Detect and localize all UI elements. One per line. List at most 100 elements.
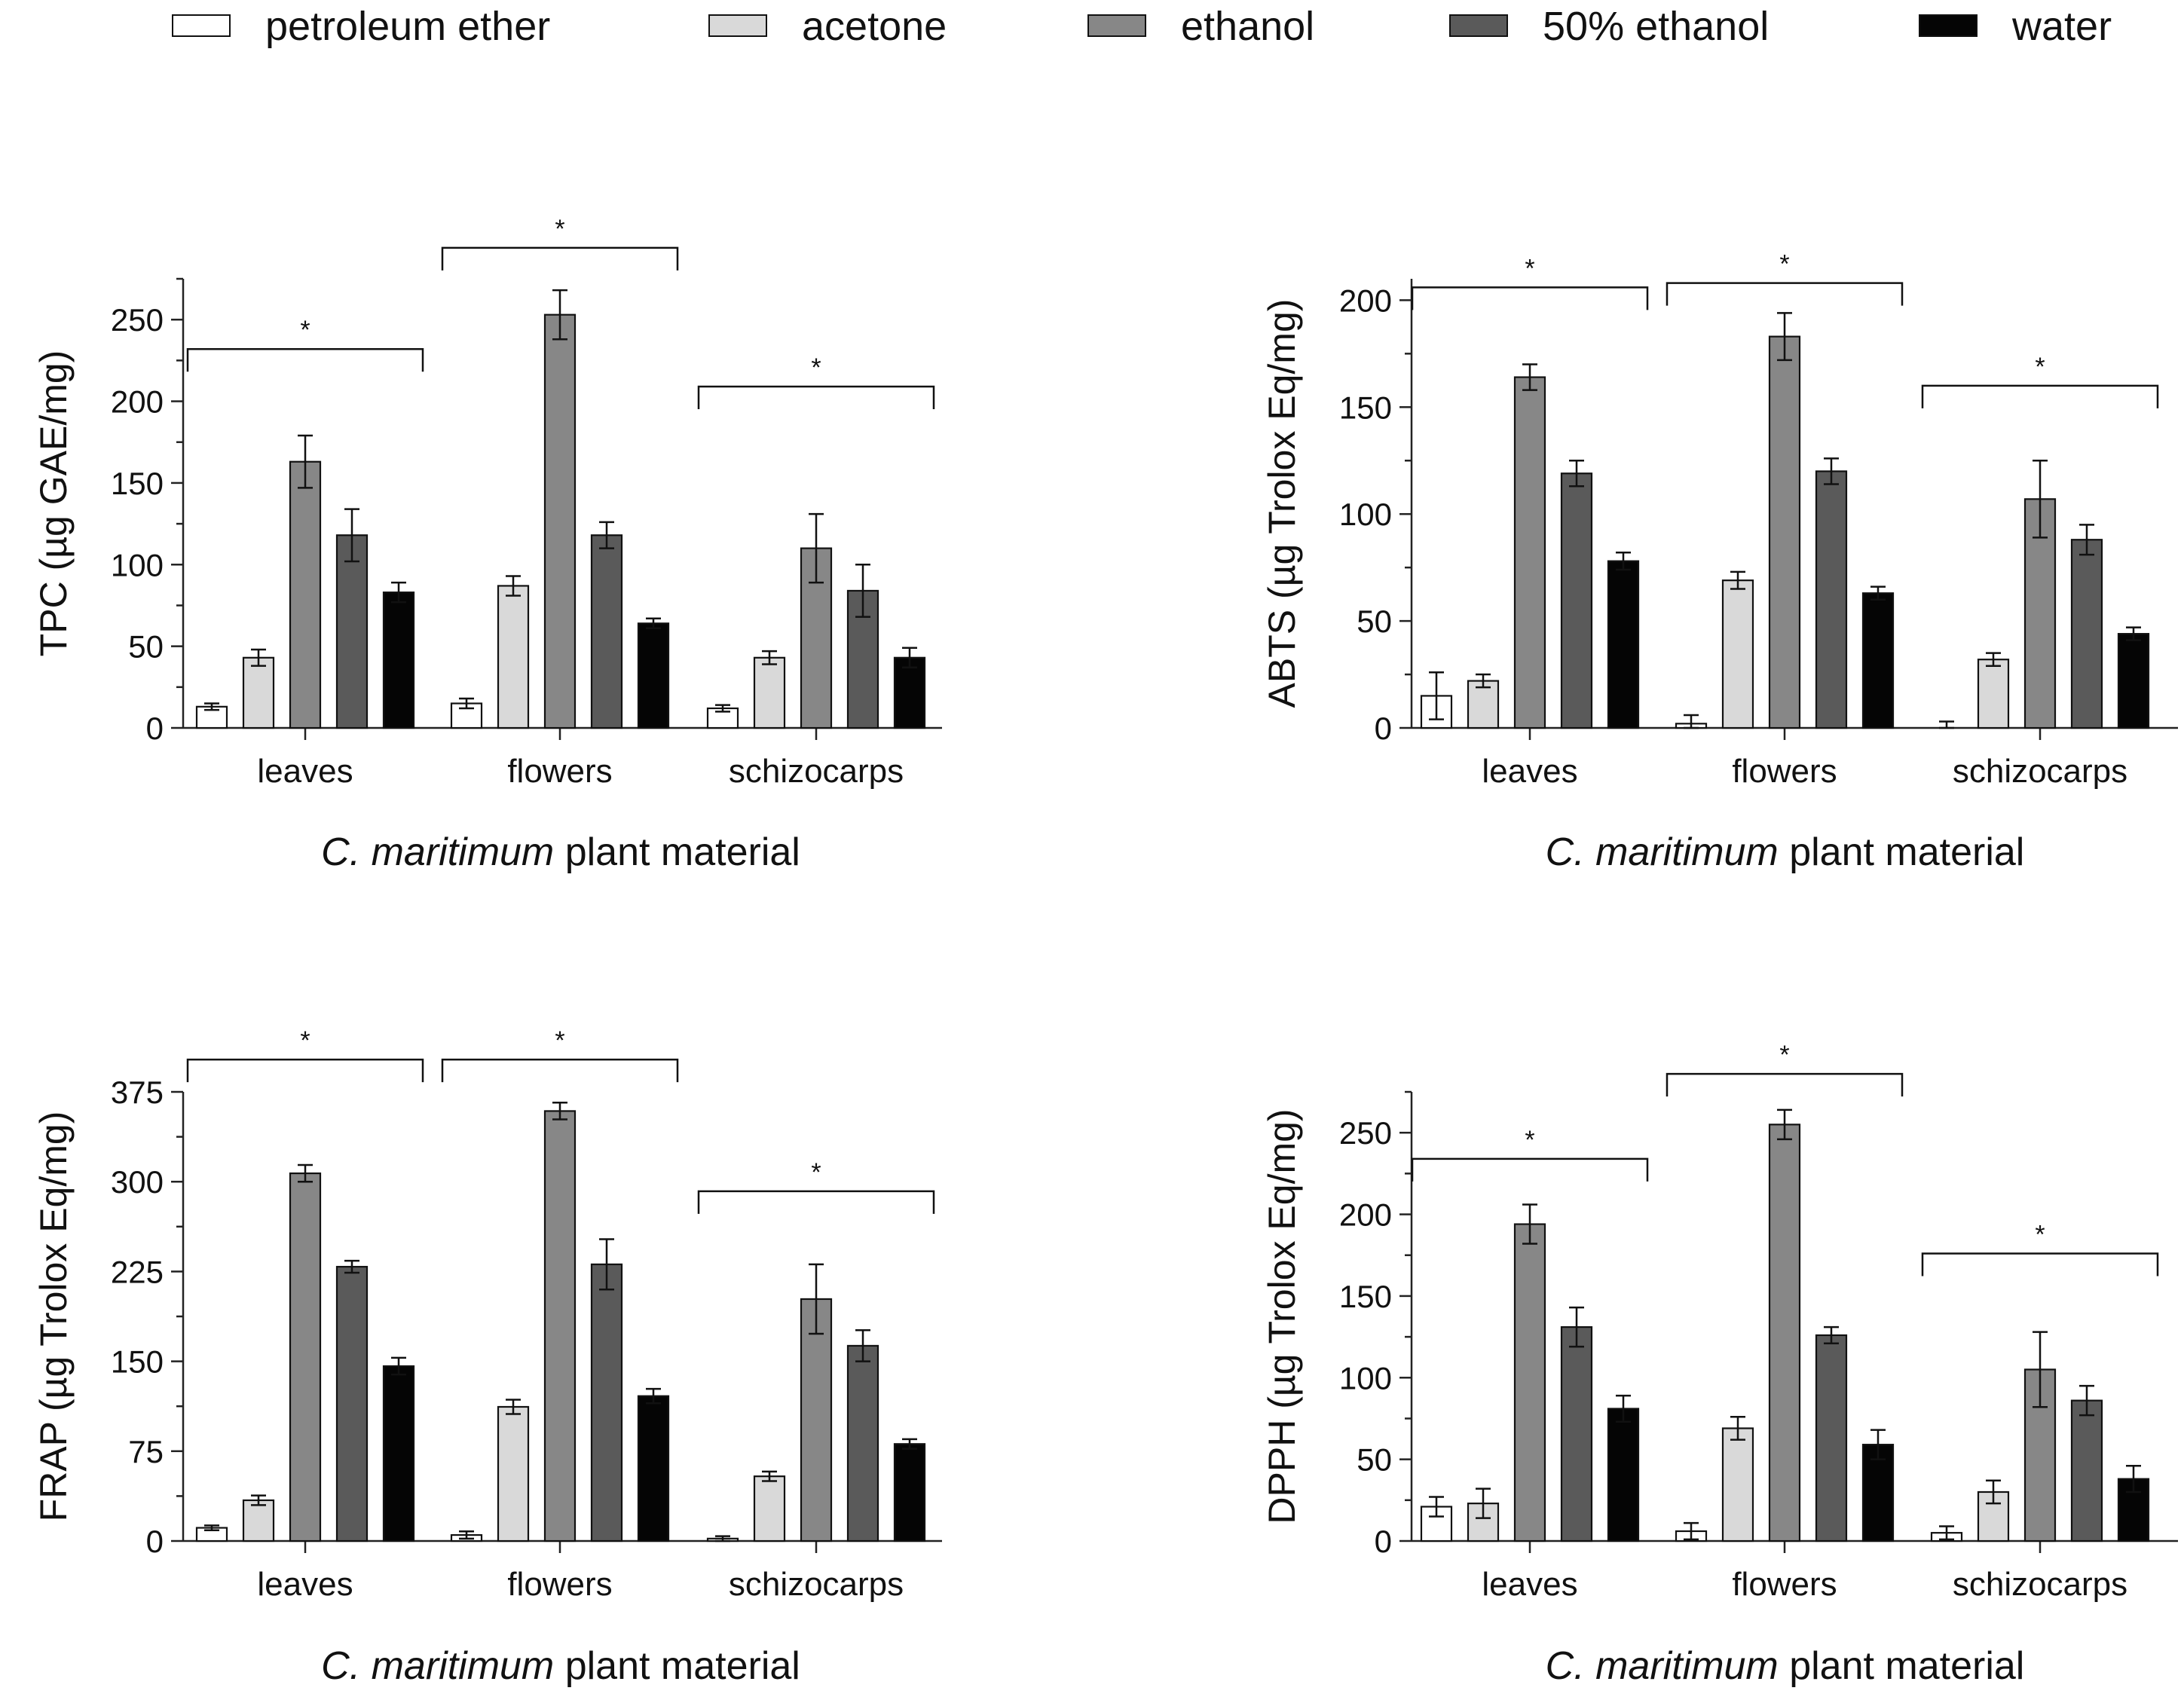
x-tick-label-schizocarps: schizocarps [729, 1566, 904, 1603]
x-tick-label-leaves: leaves [1482, 1566, 1577, 1603]
legend-label-ethanol: ethanol [1181, 4, 1315, 49]
significance-star-schizocarps: * [811, 353, 821, 382]
error-bar-water-flowers [1870, 586, 1886, 601]
error-bar-ethanol-flowers [552, 289, 567, 341]
x-tick-label-flowers: flowers [507, 1566, 612, 1603]
bar-ethanol-flowers [543, 313, 577, 729]
x-axis-label-rest: plant material [1779, 1644, 2025, 1688]
error-bar-ethanol-leaves [298, 1163, 313, 1183]
x-axis-label: C. maritimum plant material [1546, 830, 2025, 874]
significance-star-schizocarps: * [2035, 1221, 2045, 1249]
bar-50-ethanol-flowers [590, 534, 623, 729]
error-bar-50-ethanol-leaves [344, 1259, 359, 1274]
error-bar-water-leaves [391, 1356, 406, 1376]
y-tick-label: 100 [1339, 1360, 1392, 1396]
bar-acetone-flowers [1721, 1427, 1754, 1542]
error-bar-ethanol-leaves [298, 434, 313, 489]
x-axis-label-rest: plant material [554, 830, 800, 874]
significance-bracket-schizocarps [697, 1190, 935, 1214]
legend-swatch-ethanol [1087, 14, 1146, 37]
significance-bracket-leaves [186, 347, 424, 372]
bar-ethanol-schizocarps [800, 1298, 833, 1542]
error-bar-ethanol-schizocarps [809, 512, 824, 584]
y-tick-label: 200 [111, 384, 164, 420]
x-axis-label-rest: plant material [1779, 830, 2025, 874]
error-bar-50-ethanol-schizocarps [2079, 524, 2094, 556]
y-tick-label: 0 [146, 1524, 164, 1559]
bar-50-ethanol-flowers [1815, 470, 1848, 729]
error-bar-petroleum-ether-leaves [204, 1524, 219, 1531]
x-axis-label: C. maritimum plant material [321, 1644, 800, 1688]
x-axis-label-species: C. maritimum [1546, 830, 1779, 874]
significance-star-flowers: * [1779, 250, 1789, 279]
x-tick-label-leaves: leaves [257, 753, 353, 790]
y-tick-label: 100 [111, 547, 164, 582]
error-bar-water-leaves [391, 581, 406, 604]
significance-bracket-schizocarps [1921, 1252, 2159, 1276]
legend: petroleum ether acetone ethanol 50% etha… [0, 0, 2184, 53]
x-tick-label-schizocarps: schizocarps [729, 753, 904, 790]
bar-acetone-flowers [1721, 579, 1754, 729]
chart-tpc: 0 50 100 150 200 250 TPC (µg GAE/mg) leaves flow… [32, 215, 942, 874]
error-bar-petroleum-ether-schizocarps [715, 704, 730, 713]
bar-water-flowers [637, 1395, 670, 1542]
bar-acetone-leaves [242, 1499, 275, 1542]
chart-abts: 0 50 100 150 200 ABTS (µg Trolox Eq/mg) leaves… [1261, 250, 2178, 874]
error-bar-50-ethanol-schizocarps [2079, 1384, 2094, 1417]
error-bar-petroleum-ether-flowers [1684, 1521, 1699, 1541]
error-bar-50-ethanol-leaves [1569, 459, 1584, 488]
significance-bracket-flowers [441, 1058, 679, 1083]
error-bar-50-ethanol-flowers [1824, 1325, 1839, 1345]
significance-star-leaves: * [300, 1026, 310, 1055]
x-tick-label-flowers: flowers [1732, 1566, 1837, 1603]
x-tick-label-flowers: flowers [507, 753, 612, 790]
error-bar-acetone-flowers [506, 575, 521, 597]
x-tick-label-schizocarps: schizocarps [1953, 753, 2127, 790]
bar-50-ethanol-leaves [1560, 472, 1593, 729]
bar-50-ethanol-schizocarps [846, 1344, 879, 1542]
error-bar-50-ethanol-schizocarps [855, 1329, 870, 1362]
y-axis-label: FRAP (µg Trolox Eq/mg) [32, 1111, 75, 1522]
significance-bracket-schizocarps [1921, 384, 2159, 408]
y-tick-label: 100 [1339, 497, 1392, 532]
y-tick-label: 250 [111, 302, 164, 338]
error-bar-ethanol-schizocarps [2033, 459, 2048, 539]
error-bar-petroleum-ether-flowers [459, 697, 474, 710]
error-bar-ethanol-schizocarps [2033, 1331, 2048, 1408]
bar-ethanol-leaves [1513, 1223, 1546, 1542]
bar-acetone-schizocarps [753, 656, 786, 729]
significance-star-flowers: * [555, 215, 564, 243]
error-bar-water-flowers [1870, 1429, 1886, 1460]
error-bar-acetone-flowers [506, 1399, 521, 1415]
error-bar-water-leaves [1616, 1394, 1631, 1423]
error-bar-petroleum-ether-schizocarps [1939, 1525, 1954, 1541]
bar-water-leaves [1607, 560, 1640, 729]
error-bar-water-schizocarps [902, 1438, 917, 1450]
error-bar-ethanol-flowers [1777, 312, 1792, 362]
significance-bracket-schizocarps [697, 385, 935, 410]
legend-swatch-water [1919, 14, 1978, 37]
significance-star-flowers: * [555, 1026, 564, 1055]
significance-bracket-leaves [186, 1058, 424, 1083]
y-tick-label: 0 [1375, 711, 1392, 746]
error-bar-acetone-schizocarps [1986, 652, 2001, 667]
error-bar-water-flowers [646, 1387, 661, 1405]
error-bar-petroleum-ether-leaves [1429, 1496, 1444, 1518]
bar-water-flowers [1861, 1444, 1895, 1542]
y-tick-label: 0 [1375, 1524, 1392, 1559]
bar-acetone-flowers [497, 1405, 530, 1542]
error-bar-water-schizocarps [902, 647, 917, 669]
y-tick-label: 200 [1339, 1197, 1392, 1233]
legend-label-petroleum-ether: petroleum ether [265, 4, 551, 49]
error-bar-ethanol-leaves [1522, 1203, 1537, 1245]
error-bar-acetone-leaves [1476, 673, 1491, 689]
bar-acetone-leaves [242, 656, 275, 729]
error-bar-petroleum-ether-schizocarps [715, 1535, 730, 1542]
x-axis-label-rest: plant material [554, 1644, 800, 1688]
y-tick-label: 50 [1357, 1442, 1392, 1478]
bar-50-ethanol-schizocarps [2070, 539, 2103, 729]
legend-label-water: water [2012, 4, 2112, 49]
y-tick-label: 150 [111, 1344, 164, 1380]
y-axis-label: DPPH (µg Trolox Eq/mg) [1261, 1108, 1303, 1524]
significance-bracket-flowers [441, 246, 679, 271]
